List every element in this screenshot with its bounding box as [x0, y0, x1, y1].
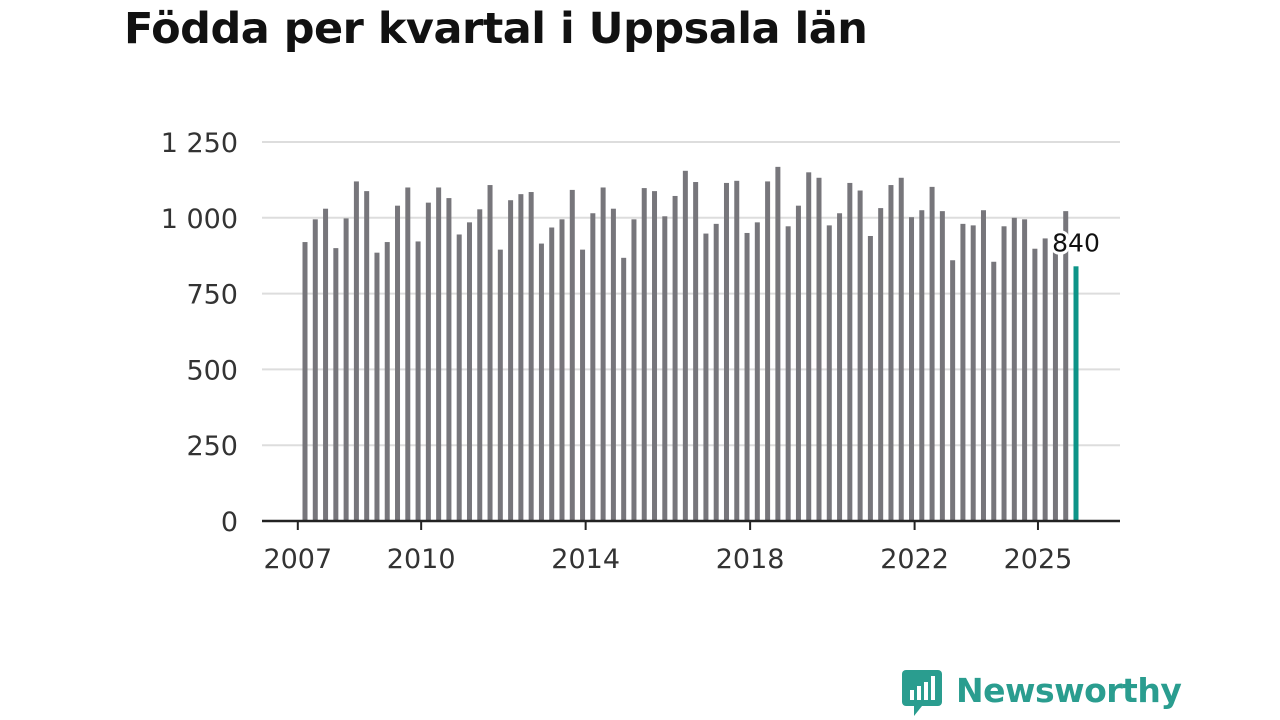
bar [508, 200, 514, 521]
bar [672, 195, 678, 521]
bar [857, 190, 863, 521]
bar [837, 213, 843, 521]
bar [734, 180, 740, 521]
bar [384, 242, 390, 521]
bar [1032, 248, 1038, 522]
bar [559, 219, 565, 522]
bar [415, 241, 421, 522]
x-tick-label: 2018 [716, 544, 785, 575]
bar [610, 208, 616, 522]
newsworthy-logo-icon [902, 670, 942, 716]
bar [847, 182, 853, 521]
x-tick-label: 2007 [263, 544, 332, 575]
bar [569, 189, 575, 522]
labels: 0 250 500 750 1 000 1 250 2007 2010 2014 2018 2022… [161, 128, 1103, 575]
bar [980, 210, 986, 521]
bar [713, 223, 719, 521]
bar [487, 185, 493, 522]
chart-title: Födda per kvartal i Uppsala län [124, 4, 868, 54]
bar [312, 219, 318, 522]
bar [867, 235, 873, 521]
y-tick-label: 500 [186, 355, 238, 386]
brand-name: Newsworthy [956, 671, 1182, 710]
bar [590, 213, 596, 521]
bar [1001, 226, 1007, 521]
bar [580, 249, 586, 522]
bar [323, 208, 329, 522]
grid-lines [262, 141, 1120, 447]
latest-value-label: 840 [1052, 228, 1100, 257]
y-tick-label: 750 [186, 280, 238, 311]
x-tick-label: 2022 [880, 544, 949, 575]
bar [693, 182, 699, 521]
y-tick-label: 1 000 [161, 204, 238, 235]
bar [909, 217, 915, 521]
bar [538, 243, 544, 521]
bar [497, 249, 503, 522]
bar [1052, 246, 1058, 521]
bar [477, 209, 483, 521]
bar [641, 188, 647, 521]
y-tick-label: 250 [186, 431, 238, 462]
bar [374, 252, 380, 521]
bar [353, 181, 359, 521]
bar [950, 260, 956, 521]
bar [466, 222, 472, 521]
x-tick-label: 2014 [551, 544, 620, 575]
bar [939, 211, 945, 522]
bar [816, 177, 822, 522]
bar [898, 177, 904, 522]
bar [425, 202, 431, 521]
bar [405, 187, 411, 522]
bar [631, 219, 637, 522]
bar [456, 234, 462, 521]
bar [754, 222, 760, 521]
bar [826, 225, 832, 521]
bar [919, 210, 925, 521]
bar [775, 166, 781, 521]
bar [991, 261, 997, 521]
bars [302, 166, 1079, 522]
bar [518, 194, 524, 522]
bar [1022, 219, 1028, 522]
bar [960, 223, 966, 521]
newsworthy-logo: Newsworthy [902, 670, 1182, 720]
bar [662, 216, 668, 521]
y-tick-label: 0 [221, 507, 238, 538]
bar [1011, 217, 1017, 522]
bar [723, 182, 729, 521]
bar [806, 172, 812, 521]
bar [878, 208, 884, 521]
x-tick-label: 2025 [1004, 544, 1073, 575]
bar [795, 205, 801, 521]
bar [302, 242, 308, 521]
bar [600, 187, 606, 522]
bar [446, 198, 452, 522]
bar [765, 181, 771, 521]
bar [333, 248, 339, 521]
bar [343, 218, 349, 521]
bar [436, 187, 442, 522]
axes [262, 519, 1120, 530]
y-tick-label: 1 250 [161, 128, 238, 159]
bar [888, 185, 894, 522]
bar [1042, 238, 1048, 521]
bar [929, 186, 935, 521]
bar [970, 225, 976, 521]
bar [528, 192, 534, 521]
bar [1063, 211, 1069, 522]
bar [621, 257, 627, 521]
bar [703, 233, 709, 521]
bar [744, 232, 750, 521]
bar [785, 226, 791, 521]
x-tick-label: 2010 [387, 544, 456, 575]
bar-latest [1073, 266, 1079, 521]
bar [652, 191, 658, 521]
bar [364, 191, 370, 521]
bar [682, 170, 688, 521]
bar [549, 227, 555, 522]
bar [395, 205, 401, 521]
